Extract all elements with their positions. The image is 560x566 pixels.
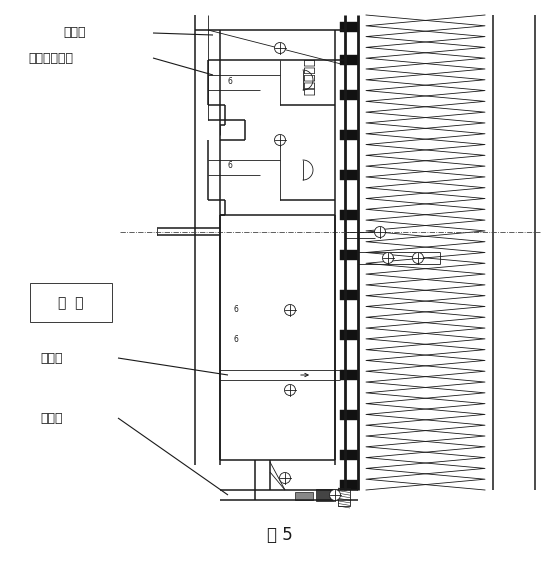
Bar [340, 55, 358, 65]
Text: 6: 6 [233, 306, 238, 315]
Circle shape [382, 252, 394, 264]
Bar [340, 22, 358, 32]
Text: 6: 6 [228, 78, 233, 87]
Bar [295, 492, 313, 500]
Bar [340, 370, 358, 380]
Text: 6: 6 [228, 161, 233, 169]
FancyBboxPatch shape [30, 283, 112, 322]
Bar [340, 250, 358, 260]
Text: 室  外: 室 外 [58, 296, 84, 310]
Circle shape [413, 252, 423, 264]
Text: 挂钉座: 挂钉座 [40, 411, 63, 424]
Bar [340, 480, 358, 490]
Text: 6: 6 [233, 336, 238, 345]
Circle shape [274, 42, 286, 54]
Bar [338, 488, 350, 506]
Text: 等压空气腔: 等压空气腔 [304, 58, 316, 95]
Text: 挂钉板: 挂钉板 [40, 351, 63, 365]
Text: 图 5: 图 5 [267, 526, 293, 544]
Circle shape [375, 226, 385, 238]
Circle shape [329, 490, 340, 500]
Bar [340, 170, 358, 180]
Bar [316, 489, 334, 501]
Bar [340, 290, 358, 300]
Circle shape [284, 384, 296, 396]
Bar [340, 410, 358, 420]
Bar [340, 130, 358, 140]
Bar [340, 210, 358, 220]
Circle shape [274, 135, 286, 145]
Bar [340, 450, 358, 460]
Text: 防雨屏: 防雨屏 [63, 27, 86, 40]
Circle shape [279, 473, 291, 483]
Circle shape [284, 305, 296, 315]
Bar [340, 330, 358, 340]
Text: 铝板连接型材: 铝板连接型材 [28, 52, 73, 65]
Bar [340, 90, 358, 100]
